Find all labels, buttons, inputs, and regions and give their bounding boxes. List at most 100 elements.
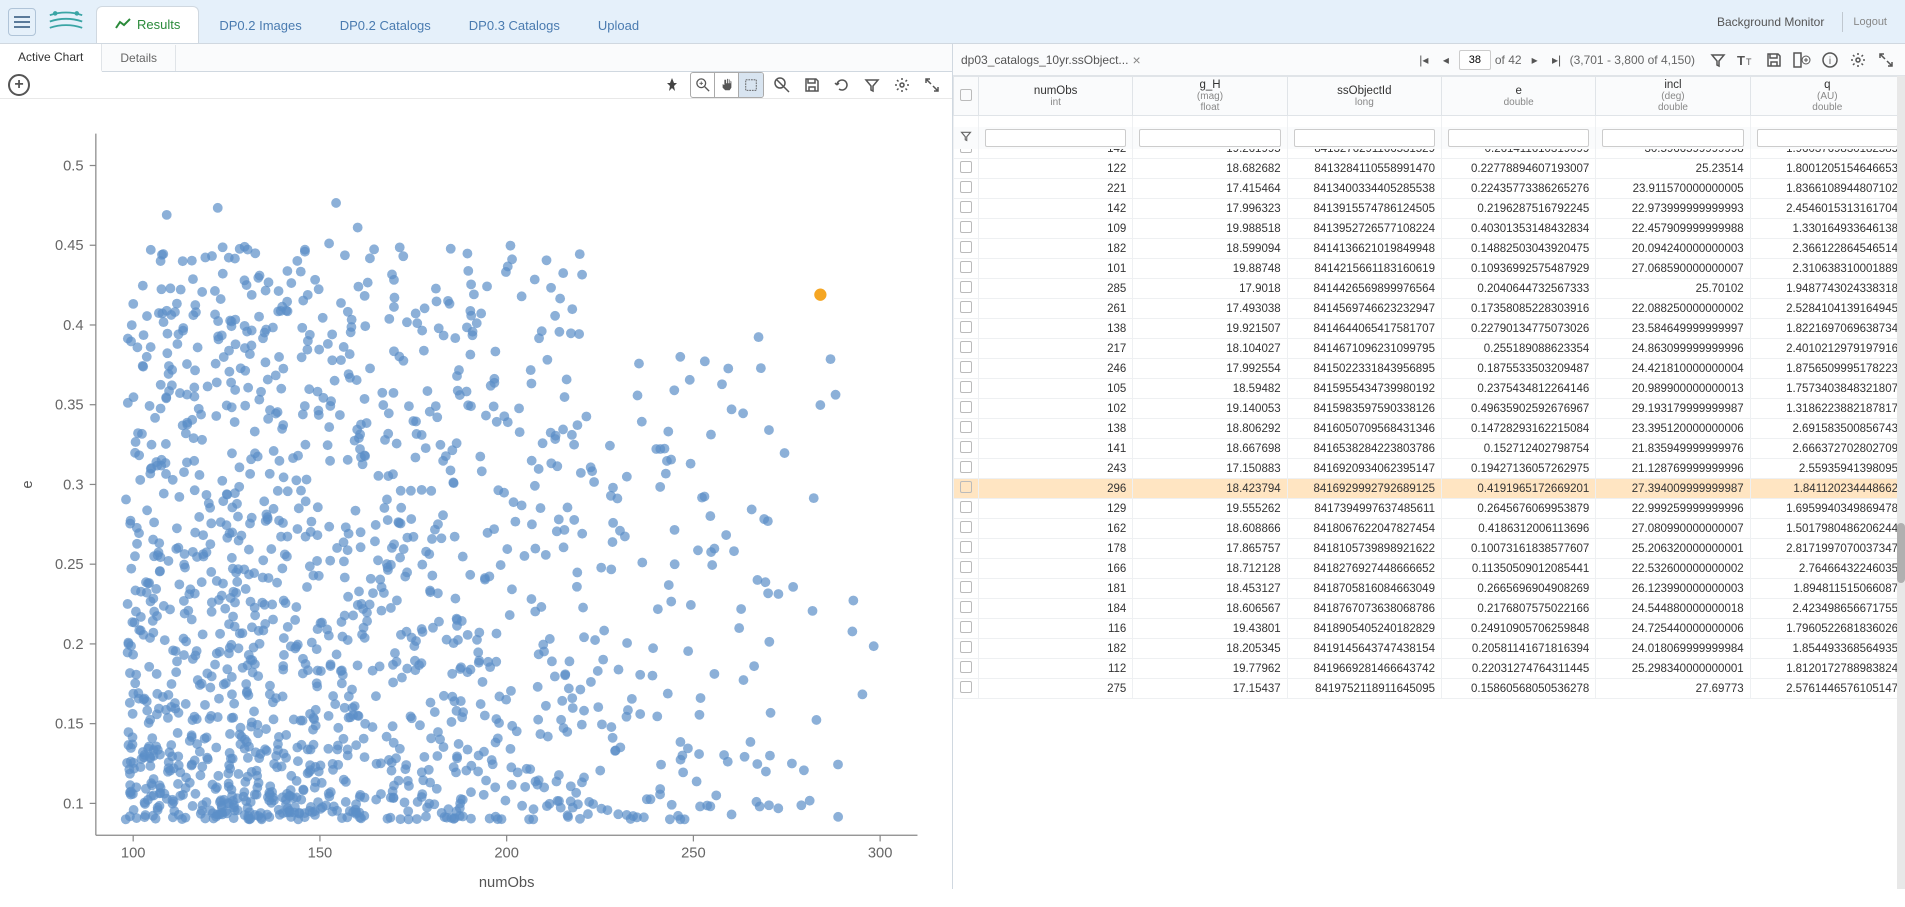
table-save-icon[interactable]	[1763, 49, 1785, 71]
row-checkbox[interactable]	[960, 221, 972, 233]
row-checkbox[interactable]	[960, 181, 972, 193]
tab-dp0-2-images[interactable]: DP0.2 Images	[201, 8, 319, 43]
table-filter-icon[interactable]	[1707, 49, 1729, 71]
filter-input-g_H[interactable]	[1139, 129, 1280, 147]
table-row[interactable]: 16218.60886684180676220478274540.4186312…	[954, 519, 1905, 539]
add-chart-button[interactable]: +	[8, 74, 30, 96]
table-row[interactable]: 12919.55526284173949976374856110.2645676…	[954, 499, 1905, 519]
info-icon[interactable]: i	[1819, 49, 1841, 71]
pan-icon[interactable]	[715, 73, 739, 97]
table-row[interactable]: 18418.60656784187670736380687860.2176807…	[954, 599, 1905, 619]
row-checkbox[interactable]	[960, 361, 972, 373]
first-page-icon[interactable]: |◂	[1415, 51, 1433, 69]
table-row[interactable]: 29618.42379484169299927926891250.4191965…	[954, 479, 1905, 499]
filter-input-q[interactable]	[1757, 129, 1898, 147]
logout-link[interactable]: Logout	[1842, 12, 1897, 32]
col-header-ssObjectId[interactable]: ssObjectIdlong	[1287, 77, 1441, 116]
page-input[interactable]	[1459, 50, 1491, 70]
row-checkbox[interactable]	[960, 501, 972, 513]
chart-area[interactable]: 1001502002503000.10.150.20.250.30.350.40…	[0, 99, 952, 907]
menu-icon[interactable]	[8, 8, 36, 36]
table-expand-icon[interactable]	[1875, 49, 1897, 71]
row-checkbox[interactable]	[960, 601, 972, 613]
table-row[interactable]: 27517.1543784197521189116450950.15860568…	[954, 679, 1905, 699]
row-checkbox[interactable]	[960, 281, 972, 293]
table-row[interactable]: 13819.92150784146440654175817070.2279013…	[954, 319, 1905, 339]
zoom-reset-icon[interactable]	[770, 73, 794, 97]
table-row[interactable]: 14118.66769884165382842238037860.1527124…	[954, 439, 1905, 459]
col-header-g_H[interactable]: g_H(mag)float	[1133, 77, 1287, 116]
row-checkbox[interactable]	[960, 341, 972, 353]
table-row[interactable]: 10919.98851884139527265771082240.4030135…	[954, 219, 1905, 239]
table-row[interactable]: 18118.45312784187058160846630490.2665696…	[954, 579, 1905, 599]
settings-icon[interactable]	[890, 73, 914, 97]
select-box-icon[interactable]	[739, 73, 763, 97]
table-row[interactable]: 28517.901884144265698999765640.204064473…	[954, 279, 1905, 299]
row-checkbox[interactable]	[960, 581, 972, 593]
row-filter-icon[interactable]	[954, 126, 979, 149]
row-checkbox[interactable]	[960, 481, 972, 493]
save-icon[interactable]	[800, 73, 824, 97]
row-checkbox[interactable]	[960, 681, 972, 693]
tab-upload[interactable]: Upload	[580, 8, 657, 43]
refresh-icon[interactable]	[830, 73, 854, 97]
close-tab-icon[interactable]: ×	[1132, 52, 1140, 68]
zoom-in-icon[interactable]	[691, 73, 715, 97]
row-checkbox[interactable]	[960, 441, 972, 453]
row-checkbox[interactable]	[960, 461, 972, 473]
text-options-icon[interactable]: TT	[1735, 49, 1757, 71]
table-row[interactable]: 10119.8874884142156611831606190.10936992…	[954, 259, 1905, 279]
table-row[interactable]: 16618.71212884182769274486666520.1135050…	[954, 559, 1905, 579]
row-checkbox[interactable]	[960, 661, 972, 673]
expand-icon[interactable]	[920, 73, 944, 97]
row-checkbox[interactable]	[960, 161, 972, 173]
table-row[interactable]: 22117.41546484134003344052855380.2243577…	[954, 179, 1905, 199]
tab-results[interactable]: Results	[96, 6, 199, 43]
table-row[interactable]: 10219.14005384159835975903381260.4963590…	[954, 399, 1905, 419]
row-checkbox[interactable]	[960, 541, 972, 553]
row-checkbox[interactable]	[960, 641, 972, 653]
select-all-checkbox[interactable]	[960, 89, 972, 101]
row-checkbox[interactable]	[960, 201, 972, 213]
col-header-numObs[interactable]: numObsint	[979, 77, 1133, 116]
filter-icon[interactable]	[860, 73, 884, 97]
table-row[interactable]: 14217.99632384139155747861245050.2196287…	[954, 199, 1905, 219]
next-page-icon[interactable]: ▸	[1526, 51, 1544, 69]
row-checkbox[interactable]	[960, 401, 972, 413]
table-row[interactable]: 18218.20534584191456437474381540.2058114…	[954, 639, 1905, 659]
filter-input-numObs[interactable]	[985, 129, 1126, 147]
table-row[interactable]: 13818.80629284160507095684313460.1472829…	[954, 419, 1905, 439]
last-page-icon[interactable]: ▸|	[1548, 51, 1566, 69]
background-monitor-link[interactable]: Background Monitor	[1707, 11, 1834, 33]
table-row[interactable]: 26117.49303884145697466232329470.1735808…	[954, 299, 1905, 319]
filter-input-ssObjectId[interactable]	[1294, 129, 1435, 147]
tab-dp0-3-catalogs[interactable]: DP0.3 Catalogs	[451, 8, 578, 43]
row-checkbox[interactable]	[960, 321, 972, 333]
col-header-q[interactable]: q(AU)double	[1750, 77, 1904, 116]
row-checkbox[interactable]	[960, 521, 972, 533]
table-row[interactable]: 12218.68268284132841105589914700.2277889…	[954, 159, 1905, 179]
table-settings-icon[interactable]	[1847, 49, 1869, 71]
col-header-incl[interactable]: incl(deg)double	[1596, 77, 1750, 116]
prev-page-icon[interactable]: ◂	[1437, 51, 1455, 69]
table-row[interactable]: 17817.86575784181057398989216220.1007316…	[954, 539, 1905, 559]
table-row[interactable]: 11219.7796284196692814666437420.22031274…	[954, 659, 1905, 679]
row-checkbox[interactable]	[960, 381, 972, 393]
sub-tab-active-chart[interactable]: Active Chart	[0, 44, 102, 72]
row-checkbox[interactable]	[960, 241, 972, 253]
table-row[interactable]: 18218.59909484141366210198499480.1488250…	[954, 239, 1905, 259]
table-row[interactable]: 24317.15088384169209340623951470.1942713…	[954, 459, 1905, 479]
tab-dp0-2-catalogs[interactable]: DP0.2 Catalogs	[322, 8, 449, 43]
pin-icon[interactable]	[660, 73, 684, 97]
table-row[interactable]: 10518.5948284159554347399801920.23754348…	[954, 379, 1905, 399]
row-checkbox[interactable]	[960, 261, 972, 273]
data-table-scroll[interactable]: numObsintg_H(mag)floatssObjectIdlongedou…	[953, 76, 1905, 889]
row-checkbox[interactable]	[960, 621, 972, 633]
scrollbar-thumb[interactable]	[1897, 523, 1905, 583]
filter-input-incl[interactable]	[1602, 129, 1743, 147]
row-checkbox[interactable]	[960, 301, 972, 313]
table-row[interactable]: 21718.10402784146710962310997950.2551890…	[954, 339, 1905, 359]
row-checkbox[interactable]	[960, 561, 972, 573]
filter-input-e[interactable]	[1448, 129, 1589, 147]
table-row[interactable]: 11619.4380184189054052401828290.24910905…	[954, 619, 1905, 639]
